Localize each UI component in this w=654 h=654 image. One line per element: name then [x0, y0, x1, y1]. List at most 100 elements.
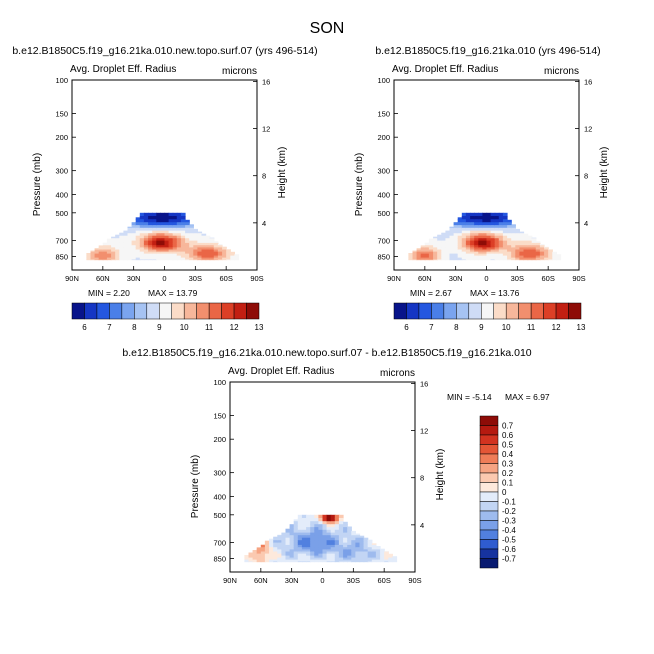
heatmap-cell — [486, 235, 492, 239]
heatmap-cell — [461, 242, 467, 246]
heatmap-cell — [527, 249, 533, 253]
y-tick-label: 850 — [377, 253, 390, 262]
heatmap-cell — [478, 238, 483, 242]
heatmap-cell — [388, 555, 393, 559]
heatmap-cell — [156, 253, 161, 257]
heatmap-cell — [131, 233, 137, 237]
heatmap-cell — [201, 259, 207, 261]
heatmap-cell — [269, 557, 274, 561]
heatmap-cell — [384, 557, 389, 561]
heatmap-cell — [176, 235, 182, 239]
heatmap-cell — [461, 216, 467, 220]
heatmap-cell — [289, 553, 295, 557]
heatmap-cell — [445, 230, 451, 234]
heatmap-cell — [306, 532, 311, 536]
heatmap-cell — [248, 555, 254, 559]
heatmap-cell — [511, 227, 516, 232]
heatmap-cell — [201, 245, 207, 248]
heatmap-cell — [293, 524, 299, 528]
heatmap-cell — [322, 514, 328, 519]
heatmap-cell — [367, 547, 373, 550]
heatmap-cell — [176, 247, 182, 251]
heatmap-cell — [465, 225, 471, 229]
colorbar-swatch — [468, 302, 482, 320]
heatmap-cell — [143, 255, 149, 259]
heatmap-cell — [264, 561, 270, 563]
heatmap-cell — [306, 544, 311, 548]
heatmap-cell — [115, 253, 120, 257]
heatmap-cell — [176, 233, 182, 237]
heatmap-cell — [269, 549, 274, 553]
heatmap-cell — [131, 259, 137, 261]
heatmap-cell — [189, 253, 194, 257]
heatmap-cell — [289, 549, 295, 553]
heatmap-cell — [330, 547, 336, 550]
heatmap-cell — [164, 233, 170, 237]
heatmap-cell — [478, 251, 483, 255]
heatmap-cell — [367, 551, 373, 555]
heatmap-cell — [164, 242, 170, 246]
x-tick-label: 90N — [387, 274, 401, 283]
heatmap-cell — [180, 259, 186, 261]
heatmap-cell — [123, 257, 129, 261]
heatmap-cell — [511, 230, 516, 234]
y-right-tick-label: 4 — [584, 219, 588, 228]
heatmap-cell — [217, 259, 223, 261]
heatmap-cell — [531, 238, 537, 242]
heatmap-cell — [326, 521, 332, 525]
heatmap-cell — [412, 259, 418, 261]
heatmap-cell — [424, 253, 430, 257]
y-tick-label: 500 — [377, 209, 390, 218]
heatmap-cell — [498, 251, 504, 255]
heatmap-cell — [213, 247, 219, 251]
heatmap-cell — [289, 529, 295, 534]
heatmap-cell — [498, 227, 504, 232]
heatmap-cell — [277, 540, 282, 544]
heatmap-cell — [507, 238, 512, 242]
heatmap-cell — [375, 551, 381, 555]
heatmap-cell — [111, 253, 116, 257]
heatmap-cell — [338, 544, 344, 548]
heatmap-cell — [306, 540, 311, 544]
heatmap-cell — [277, 555, 282, 559]
colorbar-swatch — [406, 302, 420, 320]
heatmap-cell — [222, 253, 227, 257]
heatmap-cell — [556, 257, 562, 261]
heatmap-cell — [205, 247, 211, 251]
colorbar-label: 8 — [132, 323, 137, 332]
heatmap-cell — [185, 257, 190, 261]
heatmap-cell — [156, 247, 161, 251]
heatmap-cell — [293, 561, 299, 563]
heatmap-cell — [230, 251, 235, 255]
heatmap-cell — [478, 216, 483, 220]
x-tick-label: 90S — [572, 274, 585, 283]
heatmap-cell — [453, 255, 459, 259]
heatmap-cell — [102, 257, 108, 261]
heatmap-cell — [470, 259, 475, 261]
heatmap-cell — [293, 555, 299, 559]
heatmap-cell — [351, 540, 356, 544]
heatmap-cell — [544, 249, 549, 253]
heatmap-cell — [470, 212, 475, 217]
heatmap-cell — [511, 259, 516, 261]
heatmap-cell — [548, 257, 553, 261]
heatmap-cell — [531, 240, 537, 244]
heatmap-cell — [293, 549, 299, 553]
heatmap-cell — [527, 242, 533, 246]
heatmap-cell — [478, 240, 483, 244]
heatmap-cell — [306, 549, 311, 553]
heatmap-cell — [445, 251, 451, 255]
heatmap-cell — [143, 227, 149, 232]
heatmap-cell — [527, 235, 533, 239]
y-axis-right-label: Height (km) — [435, 449, 446, 501]
heatmap-cell — [474, 240, 479, 244]
heatmap-cell — [515, 240, 520, 244]
heatmap-cell — [535, 255, 541, 259]
heatmap-cell — [527, 257, 533, 261]
heatmap-cell — [217, 251, 223, 255]
heatmap-cell — [388, 559, 393, 563]
heatmap-cell — [293, 547, 299, 550]
heatmap-cell — [441, 238, 446, 242]
heatmap-cell — [474, 235, 479, 239]
heatmap-cell — [380, 551, 385, 555]
